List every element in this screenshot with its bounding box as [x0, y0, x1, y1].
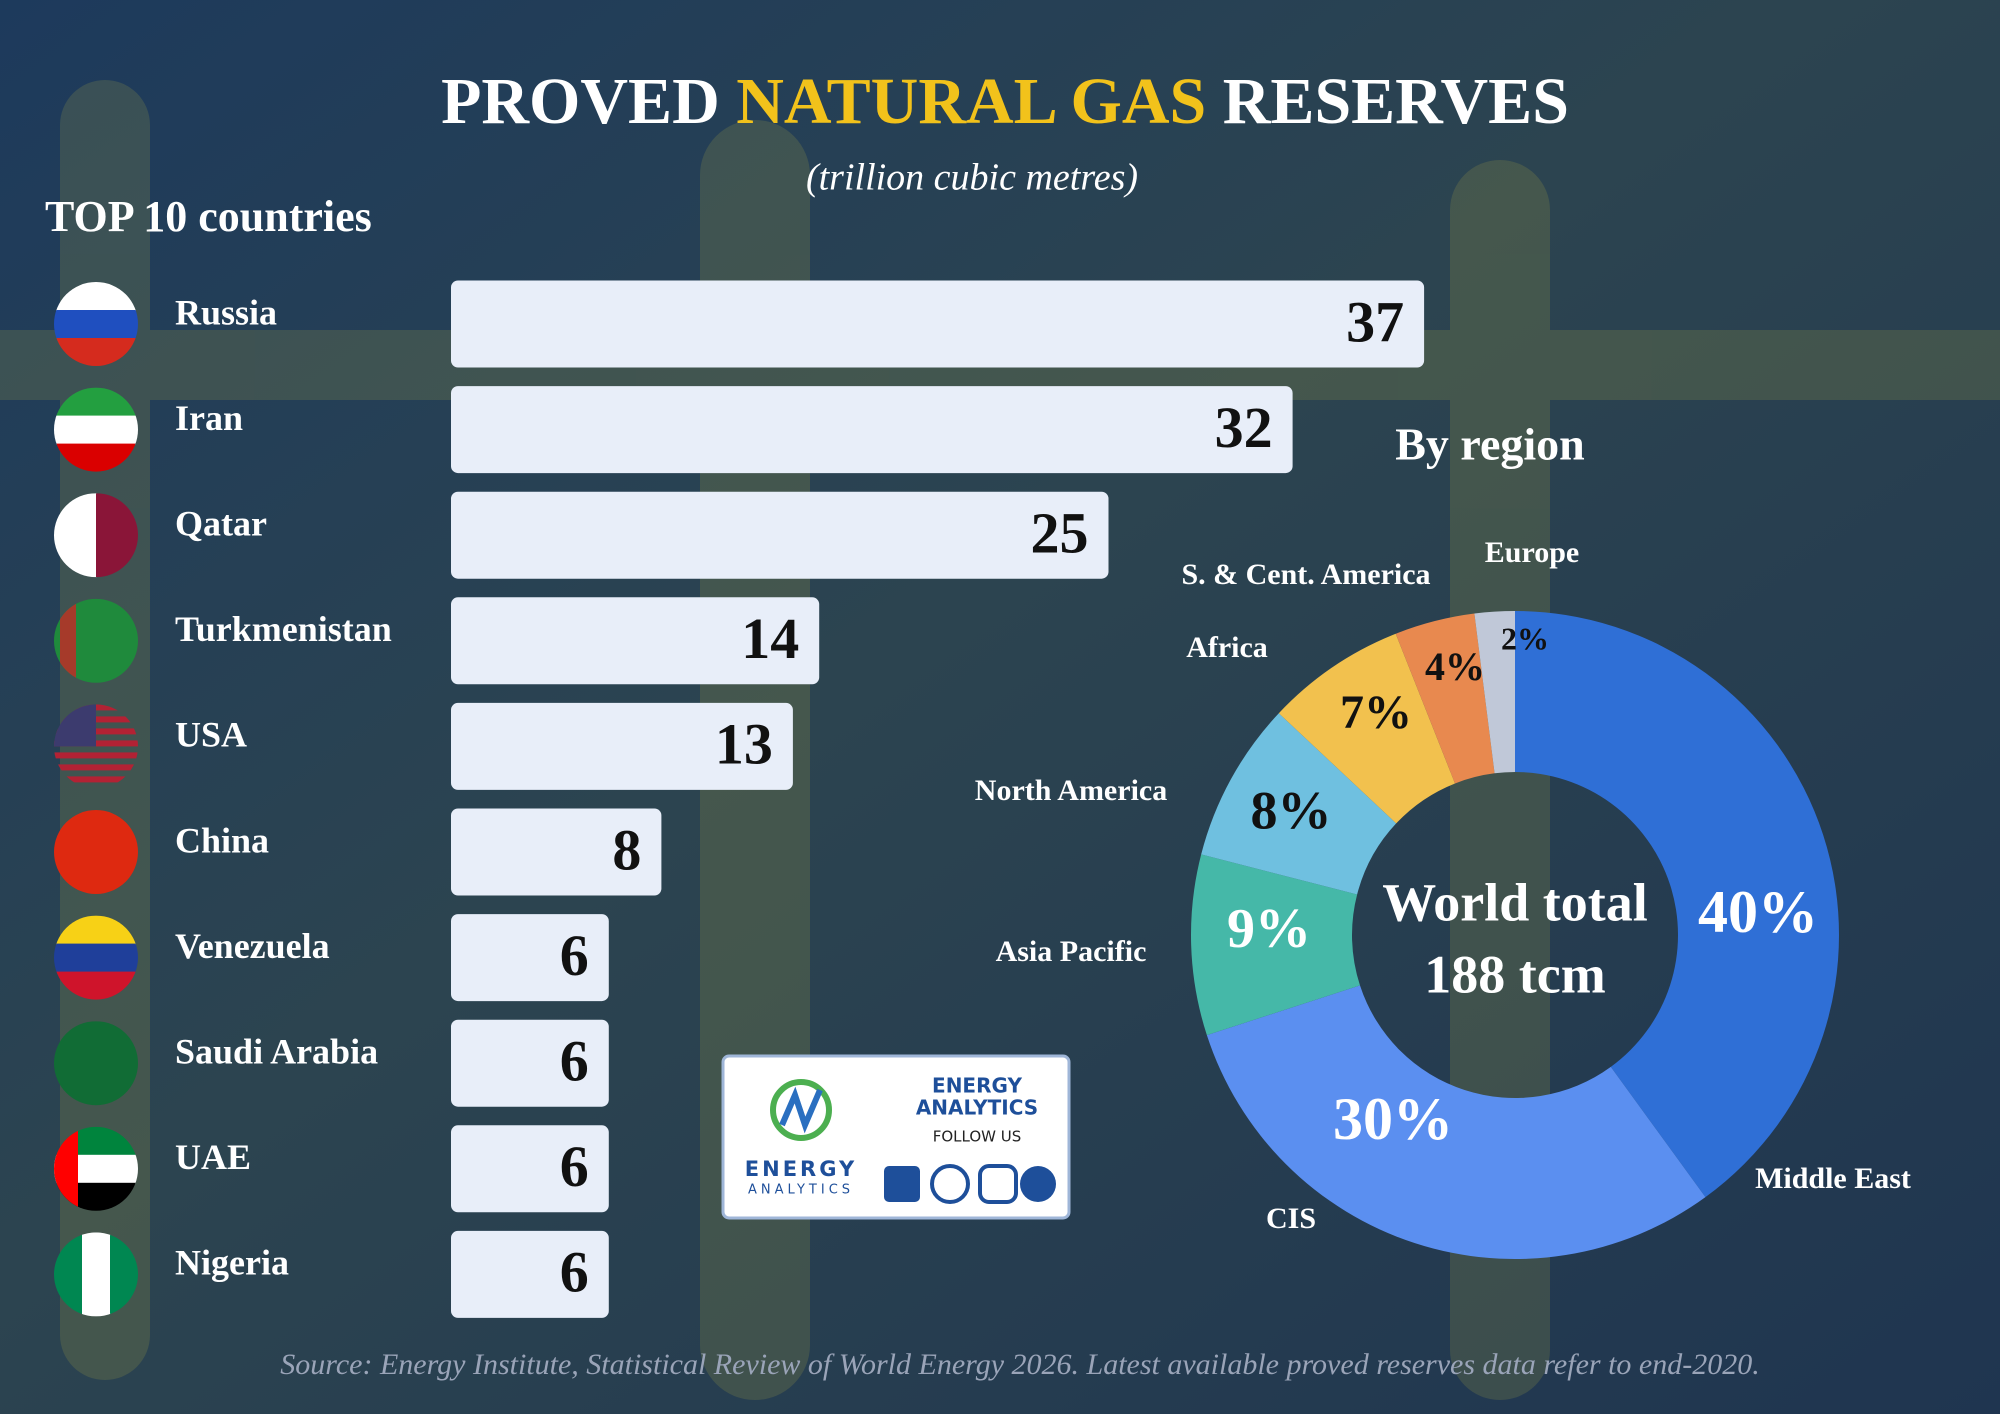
logo: ENERGY ANALYTICS ENERGY ANALYTICS FOLLOW…	[721, 1054, 1071, 1220]
bar-label: Nigeria	[175, 1243, 289, 1283]
flag-band	[54, 943, 138, 973]
donut-segment	[1201, 713, 1397, 895]
bar-label: Russia	[175, 292, 277, 332]
bar	[451, 597, 820, 685]
donut-segment	[1474, 611, 1515, 774]
pie-chart-title: By region	[1395, 419, 1585, 470]
bar	[451, 280, 1425, 368]
donut-segment	[1514, 611, 1839, 1198]
value-label: 7%	[1340, 686, 1412, 739]
value-label: 32	[1215, 395, 1273, 460]
flag	[54, 810, 138, 894]
title-part: RESERVES	[1223, 65, 1569, 138]
bar-label: China	[175, 820, 269, 860]
flag	[54, 598, 138, 683]
value-label: 9%	[1227, 898, 1311, 960]
value-label: 6	[560, 923, 589, 988]
bar-label: Qatar	[175, 503, 267, 543]
flag-stripe	[54, 764, 138, 771]
flag-band	[54, 810, 138, 894]
region-label: CIS	[1266, 1202, 1316, 1235]
logo-heading: ANALYTICS	[916, 1096, 1038, 1120]
region-label: Middle East	[1755, 1162, 1911, 1195]
value-label: 8%	[1251, 780, 1332, 840]
value-label: 8	[612, 817, 641, 882]
bar	[451, 386, 1293, 474]
value-label: 4%	[1425, 644, 1485, 689]
flag-band	[54, 310, 138, 339]
flag-band	[82, 1232, 111, 1317]
social-icons	[884, 1164, 1056, 1204]
region-label: North America	[975, 774, 1167, 807]
bar-label: Saudi Arabia	[175, 1031, 378, 1071]
bar	[451, 1230, 609, 1318]
bar-label: USA	[175, 715, 247, 755]
title: PROVED NATURAL GAS RESERVES	[441, 65, 1569, 138]
value-label: 14	[741, 606, 799, 671]
value-label: 6	[560, 1134, 589, 1199]
flag-band	[54, 415, 138, 445]
logo-brand: ANALYTICS	[748, 1183, 854, 1198]
logo-brand: ENERGY	[745, 1157, 857, 1181]
value-label: 6	[560, 1240, 589, 1305]
bar	[451, 1019, 609, 1107]
flag	[54, 1021, 138, 1106]
bar-label: Venezuela	[175, 926, 330, 966]
bar	[451, 491, 1109, 579]
donut-segment	[1190, 854, 1360, 1036]
center-text: World total	[1382, 872, 1648, 932]
logo-heading: ENERGY	[932, 1074, 1022, 1098]
region-label: Europe	[1485, 536, 1579, 569]
center-text: 188 tcm	[1424, 944, 1605, 1004]
bar-label: UAE	[175, 1137, 251, 1177]
logo-mark	[770, 1079, 832, 1141]
bar-label: Iran	[175, 398, 243, 438]
value-label: 25	[1031, 501, 1089, 566]
value-label: 37	[1346, 289, 1404, 354]
source: Source: Energy Institute, Statistical Re…	[280, 1348, 1759, 1381]
donut-segment	[1395, 613, 1495, 784]
logo-box	[721, 1054, 1071, 1220]
flag-band	[54, 1021, 138, 1106]
flag	[54, 704, 138, 783]
region-label: S. & Cent. America	[1181, 558, 1430, 591]
bar	[451, 808, 662, 896]
title-part: PROVED	[441, 65, 720, 138]
subtitle: (trillion cubic metres)	[806, 157, 1138, 199]
logo-follow: FOLLOW US	[933, 1128, 1022, 1146]
bar	[451, 702, 793, 790]
bar-label: Turkmenistan	[175, 609, 392, 649]
region-label: Asia Pacific	[996, 935, 1147, 968]
bar	[451, 1125, 609, 1213]
flag-stripe	[54, 752, 138, 759]
value-label: 6	[560, 1029, 589, 1094]
flag-stripe	[54, 776, 138, 783]
donut-segment	[1206, 985, 1706, 1259]
value-label: 30%	[1333, 1086, 1453, 1152]
value-label: 40%	[1698, 879, 1818, 945]
bar	[451, 914, 609, 1002]
donut-segment	[1278, 633, 1455, 824]
value-label: 13	[715, 712, 773, 777]
title-highlight: NATURAL GAS	[736, 65, 1206, 138]
value-label: 2%	[1501, 620, 1549, 656]
flag-hoist	[60, 598, 76, 683]
bar-chart-title: TOP 10 countries	[45, 192, 372, 241]
region-label: Africa	[1186, 631, 1268, 664]
